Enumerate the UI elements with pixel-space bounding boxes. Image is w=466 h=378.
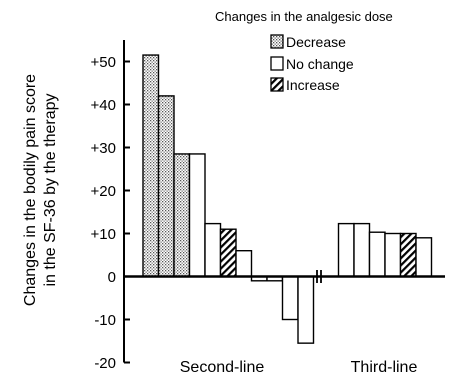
bar-hatched [219,228,237,278]
category-label-third-line: Third-line [351,359,418,376]
bar-series [142,54,433,344]
y-tick-label: +20 [91,183,116,200]
legend-label-decrease: Decrease [286,34,346,50]
y-axis-ticks: -20 -10 0 +10 +20 +30 +40 +50 [91,54,130,372]
bar-plain [297,275,315,344]
y-tick-label: +50 [91,54,116,71]
bar-plain [415,237,433,278]
legend-label-no-change: No change [286,56,354,72]
bar-dotted [157,95,175,278]
y-axis-title-line-1: Changes in the bodily pain score [22,74,39,306]
legend-swatch-increase [270,77,284,92]
legend: Changes in the analgesic dose Decrease N… [215,9,393,93]
y-tick-label: 0 [108,269,116,286]
bar-plain [353,222,371,278]
axis-break-mark [316,270,322,283]
y-tick-label: -20 [94,355,116,372]
y-tick-label: +40 [91,97,116,114]
bar-plain [188,153,206,278]
bar-plain [337,222,355,278]
legend-label-increase: Increase [286,77,340,93]
bar-plain [384,232,402,278]
bar-plain [204,222,222,278]
bar-dotted [142,54,160,278]
y-tick-label: +10 [91,226,116,243]
legend-swatch-no-change [270,56,284,71]
bar-plain [368,231,386,278]
legend-swatch-decrease [270,34,284,49]
y-tick-label: +30 [91,140,116,157]
y-axis-title-line-2: in the SF-36 by the therapy [42,94,59,287]
category-label-second-line: Second-line [180,359,265,376]
y-tick-label: -10 [94,312,116,329]
bar-plain [235,249,253,278]
bar-hatched [399,232,417,278]
bar-plain [281,275,299,321]
bar-dotted [173,153,191,278]
legend-title: Changes in the analgesic dose [215,9,393,24]
y-axis-title: Changes in the bodily pain score in the … [22,74,59,306]
